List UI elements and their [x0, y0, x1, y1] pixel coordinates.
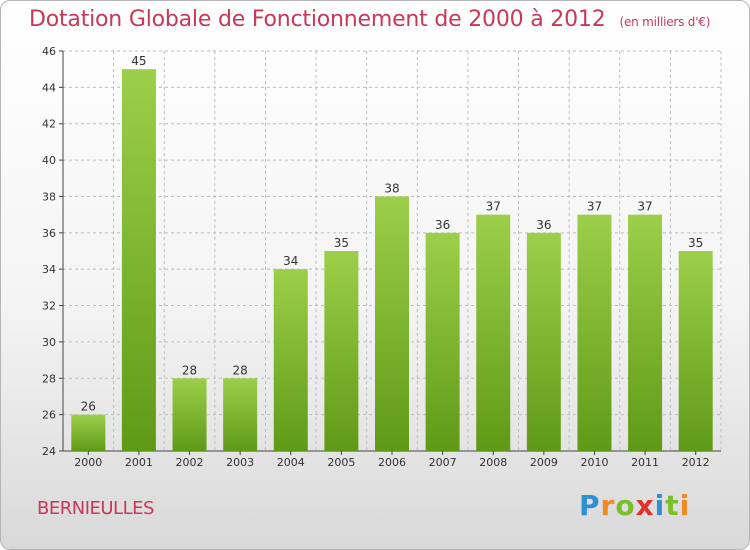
x-tick-label-2012: 2012 — [682, 456, 710, 469]
proxiti-logo: Proxiti — [579, 489, 691, 522]
x-tick-label-2000: 2000 — [74, 456, 102, 469]
x-tick-label-2003: 2003 — [226, 456, 254, 469]
bar-2011 — [628, 214, 663, 451]
bar-2004 — [273, 269, 308, 451]
chart-title: Dotation Globale de Fonctionnement de 20… — [29, 7, 710, 32]
bar-2008 — [476, 214, 511, 451]
bar-2002 — [172, 378, 207, 451]
data-label-2008: 37 — [486, 200, 501, 214]
data-label-2002: 28 — [182, 363, 197, 377]
y-tick-label: 34 — [42, 263, 56, 276]
x-tick-label-2011: 2011 — [631, 456, 659, 469]
y-tick-label: 36 — [42, 227, 56, 240]
bar-2006 — [375, 196, 409, 451]
data-label-2005: 35 — [334, 236, 349, 250]
bar-2009 — [526, 232, 561, 451]
data-label-2009: 36 — [536, 218, 551, 232]
x-tick-label-2010: 2010 — [580, 456, 608, 469]
x-tick-label-2009: 2009 — [530, 456, 558, 469]
chart-title-text: Dotation Globale de Fonctionnement de 20… — [29, 7, 606, 32]
y-tick-label: 46 — [42, 45, 56, 58]
chart-subtitle: (en milliers d'€) — [619, 15, 711, 29]
x-tick-label-2001: 2001 — [125, 456, 153, 469]
x-tick-label-2002: 2002 — [176, 456, 204, 469]
x-tick-label-2008: 2008 — [479, 456, 507, 469]
y-tick-label: 28 — [42, 372, 56, 385]
y-tick-label: 40 — [42, 154, 56, 167]
city-name: BERNIEULLES — [37, 498, 154, 519]
y-tick-label: 26 — [42, 409, 56, 422]
bar-2010 — [577, 214, 612, 451]
bar-2000 — [71, 414, 106, 451]
data-label-2001: 45 — [131, 54, 146, 68]
bar-2003 — [223, 378, 258, 451]
y-tick-label: 24 — [42, 445, 56, 458]
data-label-2003: 28 — [233, 363, 248, 377]
data-label-2010: 37 — [587, 200, 602, 214]
y-tick-label: 30 — [42, 336, 56, 349]
y-tick-label: 42 — [42, 118, 56, 131]
data-label-2004: 34 — [283, 254, 298, 268]
data-label-2006: 38 — [384, 181, 399, 195]
bar-2012 — [678, 251, 713, 451]
bar-2005 — [324, 251, 359, 451]
bar-2007 — [425, 232, 460, 451]
y-tick-label: 32 — [42, 300, 56, 313]
x-tick-label-2007: 2007 — [429, 456, 457, 469]
y-tick-label: 44 — [42, 81, 56, 94]
y-tick-label: 38 — [42, 190, 56, 203]
bar-2001 — [121, 69, 156, 451]
x-tick-label-2004: 2004 — [277, 456, 305, 469]
data-label-2000: 26 — [81, 400, 96, 414]
data-label-2007: 36 — [435, 218, 450, 232]
data-label-2012: 35 — [688, 236, 703, 250]
data-label-2011: 37 — [637, 200, 652, 214]
x-tick-label-2005: 2005 — [327, 456, 355, 469]
x-tick-label-2006: 2006 — [378, 456, 406, 469]
